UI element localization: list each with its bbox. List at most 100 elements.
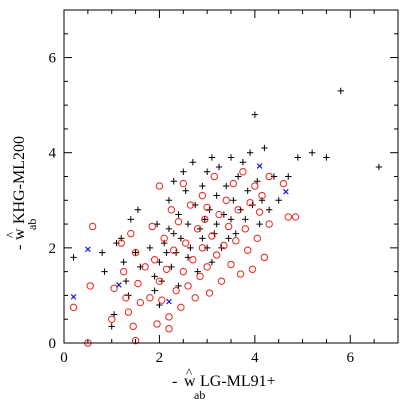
point-circle [170, 246, 178, 254]
point-circle [179, 267, 187, 276]
point-plus [270, 173, 278, 180]
point-plus [146, 244, 154, 252]
point-plus [151, 273, 158, 280]
point-cross [283, 188, 289, 195]
point-plus [170, 178, 177, 185]
point-plus [189, 159, 197, 166]
point-cross [116, 282, 122, 288]
point-plus [308, 149, 316, 156]
x-tick-label: 2 [156, 350, 164, 366]
point-circle [86, 282, 94, 290]
point-circle [208, 232, 216, 240]
point-plus [184, 220, 192, 228]
point-circle [265, 220, 273, 228]
point-cross [256, 163, 263, 169]
point-plus [180, 168, 187, 175]
point-circle [196, 272, 204, 281]
point-plus [275, 197, 282, 204]
point-circle [227, 260, 235, 269]
x-axis-label-hat: ^ [186, 365, 192, 380]
point-circle [248, 265, 257, 273]
point-circle [186, 201, 195, 209]
point-plus [192, 201, 199, 209]
point-circle [193, 225, 202, 233]
point-circle [217, 277, 226, 285]
point-circle [246, 198, 254, 207]
y-axis-label-prefix: - [11, 245, 28, 250]
point-plus [120, 258, 127, 266]
point-circle [131, 248, 140, 257]
point-plus [113, 239, 120, 247]
y-axis-label-hat: ^ [3, 232, 18, 238]
point-plus [230, 197, 237, 204]
point-cross [166, 298, 172, 305]
point-circle [172, 286, 180, 295]
point-plus [134, 206, 142, 213]
point-circle [210, 172, 219, 181]
point-circle [244, 246, 252, 254]
point-circle [165, 313, 173, 321]
point-plus [244, 187, 251, 194]
x-axis-label-subscript: ab [194, 388, 205, 402]
plot-frame [63, 9, 399, 344]
point-circle [110, 284, 118, 292]
point-plus [242, 216, 249, 223]
point-plus [215, 163, 223, 171]
point-circle [236, 270, 245, 278]
point-circle [279, 179, 288, 188]
point-circle [198, 191, 207, 200]
point-plus [182, 187, 189, 194]
point-plus [208, 154, 216, 161]
point-plus [118, 235, 125, 242]
point-circle [134, 279, 142, 288]
point-circle [215, 210, 223, 219]
point-plus [246, 149, 254, 156]
point-circle [205, 289, 214, 297]
point-plus [70, 254, 77, 261]
point-circle [251, 182, 259, 190]
point-circle [162, 265, 171, 273]
point-plus [137, 263, 144, 271]
point-circle [174, 217, 183, 226]
point-plus [108, 323, 115, 330]
point-plus [101, 268, 108, 275]
point-circle [122, 294, 130, 302]
x-tick-label: 6 [347, 350, 355, 366]
axis-ticks [63, 9, 399, 344]
point-plus [227, 154, 235, 161]
point-circle [203, 203, 211, 212]
point-plus [261, 144, 268, 152]
point-circle [117, 239, 125, 247]
point-plus [239, 159, 247, 166]
y-tick-label: 0 [49, 336, 57, 352]
point-plus [132, 249, 139, 256]
point-circle [222, 196, 230, 204]
point-circle [191, 294, 199, 302]
y-axis-label-text: KHG-ML200 [11, 136, 28, 228]
point-circle [160, 234, 168, 243]
point-circle [255, 208, 264, 216]
point-circle [136, 298, 145, 307]
point-circle [234, 206, 242, 214]
point-plus [234, 173, 242, 180]
x-axis-label: - ^ w ab LG-ML91+ [172, 365, 276, 402]
point-plus [294, 154, 301, 161]
tick-labels: 0 2 4 6 0 2 4 6 [49, 51, 355, 366]
x-tick-label: 0 [60, 350, 68, 366]
point-circle [184, 282, 192, 290]
point-plus [199, 235, 206, 242]
point-circle [203, 263, 211, 271]
y-axis-label: - ^ w ab KHG-ML200 [3, 136, 39, 250]
y-tick-label: 6 [49, 51, 57, 67]
point-circle [239, 168, 247, 176]
point-plus [337, 87, 344, 95]
point-cross [85, 246, 91, 253]
x-axis-label-text: LG-ML91+ [196, 373, 276, 390]
point-circle [155, 277, 164, 285]
point-circle [201, 215, 209, 224]
point-plus [258, 197, 266, 204]
point-plus [199, 182, 206, 190]
point-circle [155, 182, 164, 190]
point-circle [124, 308, 133, 316]
